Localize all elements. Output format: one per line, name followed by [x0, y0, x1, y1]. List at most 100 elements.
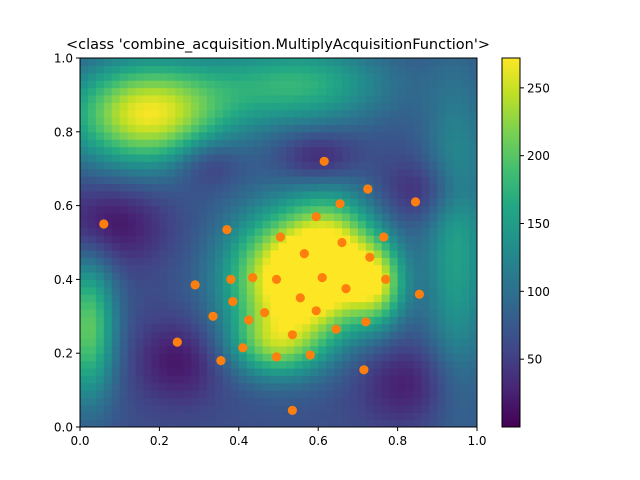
heatmap-cell: [318, 375, 327, 384]
heatmap-cell: [207, 94, 216, 103]
heatmap-cell: [262, 257, 272, 266]
heatmap-cell: [286, 279, 295, 288]
heatmap-cell: [199, 345, 208, 354]
heatmap-cell: [373, 131, 383, 140]
heatmap-cell: [199, 72, 208, 81]
heatmap-cell: [397, 227, 407, 236]
heatmap-cell: [207, 58, 216, 66]
heatmap-cell: [80, 102, 89, 111]
heatmap-cell: [135, 390, 145, 399]
heatmap-cell: [469, 308, 477, 317]
heatmap-cell: [135, 87, 145, 96]
heatmap-cell: [453, 404, 462, 413]
heatmap-cell: [469, 131, 477, 140]
heatmap-cell: [183, 323, 192, 332]
heatmap-cell: [159, 242, 168, 251]
heatmap-cell: [119, 176, 129, 185]
heatmap-cell: [469, 257, 477, 266]
heatmap-cell: [111, 272, 121, 280]
heatmap-cell: [175, 190, 184, 199]
heatmap-cell: [159, 308, 168, 317]
heatmap-cell: [421, 168, 430, 177]
heatmap-cell: [365, 94, 375, 103]
heatmap-cell: [365, 212, 375, 221]
heatmap-cell: [318, 80, 327, 89]
heatmap-cell: [207, 360, 216, 369]
heatmap-cell: [143, 345, 153, 354]
heatmap-cell: [80, 94, 89, 103]
heatmap-cell: [373, 72, 383, 81]
heatmap-cell: [270, 212, 280, 221]
heatmap-cell: [286, 72, 295, 81]
heatmap-cell: [286, 117, 295, 126]
heatmap-cell: [151, 294, 160, 303]
heatmap-cell: [238, 316, 248, 325]
heatmap-cell: [421, 404, 430, 413]
heatmap-cell: [365, 220, 375, 229]
heatmap-cell: [381, 382, 391, 391]
heatmap-cell: [230, 153, 240, 162]
heatmap-cell: [167, 117, 176, 126]
heatmap-cell: [357, 80, 367, 89]
x-tick-label: 1.0: [467, 434, 486, 448]
heatmap-cell: [357, 286, 367, 295]
heatmap-cell: [119, 198, 129, 207]
heatmap-cell: [87, 323, 97, 332]
heatmap-cell: [238, 242, 248, 251]
heatmap-cell: [159, 316, 168, 325]
heatmap-cell: [95, 323, 105, 332]
heatmap-cell: [373, 87, 383, 96]
heatmap-cell: [175, 316, 184, 325]
heatmap-cell: [469, 87, 477, 96]
heatmap-cell: [365, 331, 375, 340]
heatmap-cell: [278, 109, 288, 118]
heatmap-cell: [199, 146, 208, 155]
heatmap-cell: [262, 404, 272, 413]
scatter-points: [99, 156, 424, 415]
heatmap-cell: [445, 264, 454, 273]
heatmap-cell: [349, 109, 359, 118]
heatmap-cell: [80, 323, 89, 332]
heatmap-cell: [151, 382, 160, 391]
heatmap-cell: [103, 183, 113, 192]
heatmap-cell: [349, 65, 359, 74]
heatmap-cell: [429, 397, 438, 406]
heatmap-cell: [365, 139, 375, 148]
heatmap-cell: [159, 286, 168, 295]
heatmap-cell: [254, 124, 264, 133]
heatmap-cell: [286, 375, 295, 384]
heatmap-cell: [413, 102, 423, 111]
heatmap-cell: [286, 153, 295, 162]
heatmap-cell: [413, 153, 423, 162]
heatmap-cell: [183, 190, 192, 199]
heatmap-cell: [318, 117, 327, 126]
heatmap-cell: [230, 109, 240, 118]
heatmap-cell: [222, 375, 232, 384]
heatmap-cell: [270, 390, 280, 399]
heatmap-cell: [127, 397, 137, 406]
heatmap-cell: [254, 198, 264, 207]
heatmap-cell: [214, 316, 224, 325]
heatmap-cell: [365, 176, 375, 185]
heatmap-cell: [461, 124, 470, 133]
heatmap-cell: [151, 168, 160, 177]
heatmap-cell: [207, 65, 216, 74]
heatmap-cell: [151, 87, 160, 96]
heatmap-cell: [310, 176, 319, 185]
heatmap-cell: [270, 419, 280, 427]
heatmap-cell: [453, 102, 462, 111]
heatmap-cell: [381, 242, 391, 251]
heatmap-cell: [342, 316, 351, 325]
heatmap-cell: [270, 397, 280, 406]
x-tick-label: 0.8: [388, 434, 407, 448]
heatmap-cell: [286, 65, 295, 74]
heatmap-cell: [461, 87, 470, 96]
heatmap-cell: [127, 65, 137, 74]
heatmap-cell: [461, 367, 470, 376]
heatmap-cell: [429, 272, 438, 280]
heatmap-cell: [373, 124, 383, 133]
heatmap-cell: [191, 227, 200, 236]
heatmap-cell: [183, 257, 192, 266]
heatmap-cell: [222, 102, 232, 111]
heatmap-cell: [254, 102, 264, 111]
